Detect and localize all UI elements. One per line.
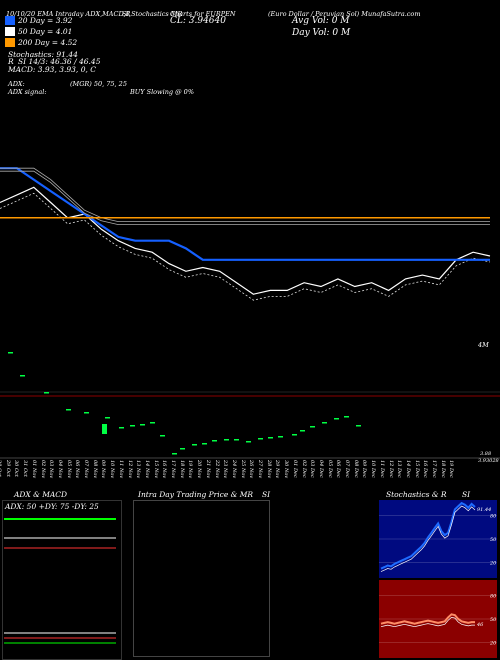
rsi-tick-label: 80 xyxy=(490,594,497,600)
series-close xyxy=(0,186,491,295)
adx-label: ADX: xyxy=(8,80,25,88)
stochastics-title-suffix: SI xyxy=(462,490,471,499)
price-tick-2: 3.93028 xyxy=(478,458,499,464)
volume-mark xyxy=(172,453,177,455)
stoch-tick-label: 80 xyxy=(490,514,497,520)
r-label: R xyxy=(8,57,14,66)
buy-signal: BUY Slowing @ 0% xyxy=(130,88,194,96)
volume-mark xyxy=(66,409,71,411)
header-line-3: Charts for EURPEN xyxy=(170,10,236,18)
volume-mark xyxy=(292,434,297,436)
rsi-tick-label: 20 xyxy=(489,640,497,646)
ema200-legend: 200 Day = 4.52 xyxy=(5,38,77,47)
intraday-panel xyxy=(133,500,270,657)
volume-mark xyxy=(212,440,217,442)
volume-mark xyxy=(119,427,124,429)
intraday-title: Intra Day Trading Price & MR xyxy=(138,490,254,499)
volume-mark xyxy=(84,412,89,414)
volume-mark xyxy=(246,441,251,443)
volume-scale-label: 4M xyxy=(478,341,489,349)
series-close-avg xyxy=(0,192,491,301)
macd-label: MACD: 3.93, 3.93, 0, C xyxy=(8,65,96,74)
stoch-signal-line xyxy=(380,505,476,572)
rsi-value-label: 46 xyxy=(476,622,484,628)
rsi-signal-line xyxy=(380,616,475,628)
volume-mark xyxy=(234,439,239,441)
series-ema50 xyxy=(0,167,490,222)
header-line-2: SI,Stochastics MR xyxy=(122,10,183,18)
volume-mark xyxy=(310,426,315,428)
volume-mark xyxy=(44,392,49,394)
adx-values: (MGR) 50, 75, 25 xyxy=(70,80,127,88)
rsi-tick-label: 50 xyxy=(490,617,497,623)
series-ema50-band xyxy=(0,170,490,225)
adx-signal-label: ADX signal: xyxy=(8,88,47,96)
price-chart xyxy=(0,167,500,393)
volume-mark xyxy=(130,425,135,427)
day-vol-label: Day Vol: 0 M xyxy=(292,28,351,38)
header-line-1: 10/10/20 EMA Intraday ADX,MACD,R xyxy=(6,10,131,18)
ema50-swatch xyxy=(5,27,15,36)
volume-mark xyxy=(150,422,155,424)
ema50-legend: 50 Day = 4.01 xyxy=(5,27,72,36)
rsi-line xyxy=(380,613,475,625)
volume-mark xyxy=(140,424,145,426)
close-label: CL: 3.94640 xyxy=(170,16,226,26)
volume-mark xyxy=(322,422,327,424)
volume-mark xyxy=(300,430,305,432)
volume-mark xyxy=(268,437,273,439)
volume-mark xyxy=(202,443,207,445)
ema20-legend: 20 Day = 3.92 xyxy=(5,16,72,25)
volume-mark xyxy=(105,417,110,419)
ema20-swatch xyxy=(5,16,15,25)
volume-mark xyxy=(20,375,25,377)
price-tick-1: 3.88 xyxy=(480,451,492,457)
volume-mark xyxy=(160,435,165,437)
volume-mark xyxy=(356,425,361,427)
stoch-line xyxy=(380,501,476,570)
header-line-4: (Euro Dollar / Peruvian Sol) MunafaSutra… xyxy=(268,10,421,18)
volume-chart xyxy=(0,352,500,459)
adx-legend: ADX: 50 +DY: 75 -DY: 25 xyxy=(5,502,99,511)
stochastics-label: Stochastics: 91.44 xyxy=(8,50,78,59)
adx-macd-title: ADX & MACD xyxy=(14,490,68,499)
volume-mark xyxy=(224,439,229,441)
intraday-title-suffix: SI xyxy=(262,490,271,499)
avg-vol-label: Avg Vol: 0 M xyxy=(292,16,350,26)
ema200-swatch xyxy=(5,38,15,47)
volume-mark xyxy=(278,436,283,438)
volume-mark xyxy=(8,352,13,354)
volume-mark xyxy=(334,418,339,420)
stoch-value-label: 91.44 xyxy=(477,507,491,513)
volume-mark xyxy=(258,438,263,440)
rsi-label: SI 14/3: 46.36 / 46.45 xyxy=(18,57,101,66)
stochastics-title: Stochastics & R xyxy=(386,490,447,499)
volume-mark xyxy=(192,444,197,446)
stoch-tick-label: 20 xyxy=(489,560,497,566)
volume-mark xyxy=(344,416,349,418)
series-ema20 xyxy=(0,167,490,261)
volume-bar-highlight xyxy=(102,424,107,434)
stoch-tick-label: 50 xyxy=(490,537,497,543)
volume-mark xyxy=(180,448,185,450)
